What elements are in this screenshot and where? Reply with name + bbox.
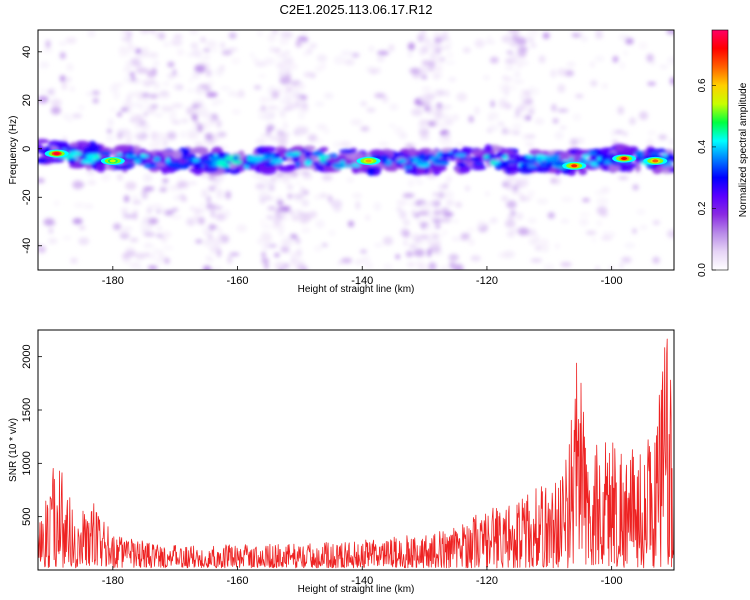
snr-panel: -180 -160 -140 -120 -100 500 1000 1500 2000 Hei… (8, 329, 675, 595)
heatmap-peak (652, 159, 659, 163)
snr-y-label: SNR (10 * v/v) (8, 418, 19, 482)
x-tick-label: -140 (351, 575, 373, 587)
colorbar-tick-label: 0.4 (697, 140, 708, 154)
spectrogram-y-ticks: -40 -20 0 20 40 (21, 46, 42, 254)
heatmap-peak (53, 152, 60, 156)
spectrogram-x-label: Height of straight line (km) (298, 284, 415, 295)
spectrogram-panel: -180 -160 -140 -120 -100 -40 -20 0 20 40 Height … (8, 29, 675, 295)
x-tick-label: -180 (102, 275, 124, 287)
heatmap-peak (109, 159, 116, 163)
x-tick-label: -100 (601, 275, 623, 287)
snr-frame (37, 329, 675, 571)
heatmap-peak (621, 157, 628, 160)
y-tick-label: 0 (21, 146, 33, 152)
y-tick-label: 40 (21, 46, 33, 58)
spectrogram-y-label: Frequency (Hz) (8, 116, 19, 185)
snr-y-ticks: 500 1000 1500 2000 (21, 344, 42, 526)
spectrogram-x-ticks: -180 -160 -140 -120 -100 (102, 266, 623, 287)
heatmap-peak (365, 159, 372, 163)
colorbar: 0.0 0.2 0.4 0.6 Normalized spectral amplitu… (697, 29, 749, 277)
x-tick-label: -120 (476, 275, 498, 287)
heatmap-peak (571, 164, 578, 168)
snr-x-label: Height of straight line (km) (298, 584, 415, 595)
snr-series-line (38, 338, 674, 569)
x-tick-label: -160 (227, 275, 249, 287)
snr-x-ticks: -180 -160 -140 -120 -100 (102, 566, 623, 587)
colorbar-frame (711, 29, 729, 271)
colorbar-ticks: 0.0 0.2 0.4 0.6 (697, 78, 716, 277)
x-tick-label: -160 (227, 575, 249, 587)
snr-plot-area (38, 330, 674, 570)
x-tick-label: -140 (351, 275, 373, 287)
y-tick-label: -40 (21, 238, 33, 254)
colorbar-tick-label: 0.0 (697, 263, 708, 277)
y-tick-label: 1500 (21, 398, 33, 422)
x-tick-label: -120 (476, 575, 498, 587)
colorbar-label: Normalized spectral amplitude (738, 82, 749, 217)
heatmap-noise-layer (38, 30, 674, 270)
y-tick-label: 1000 (21, 451, 33, 475)
colorbar-tick-label: 0.2 (697, 201, 708, 215)
spectrogram-frame (37, 29, 675, 271)
y-tick-label: 20 (21, 94, 33, 106)
colorbar-gradient (712, 30, 728, 270)
y-tick-label: -20 (21, 189, 33, 205)
y-tick-label: 500 (21, 507, 33, 525)
colorbar-tick-label: 0.6 (697, 78, 708, 92)
y-tick-label: 2000 (21, 344, 33, 368)
figure-title: C2E1.2025.113.06.17.R12 (280, 2, 433, 17)
x-tick-label: -180 (102, 575, 124, 587)
heatmap-peaks (44, 149, 668, 170)
x-tick-label: -100 (601, 575, 623, 587)
spectrogram-heatmap (38, 30, 674, 270)
